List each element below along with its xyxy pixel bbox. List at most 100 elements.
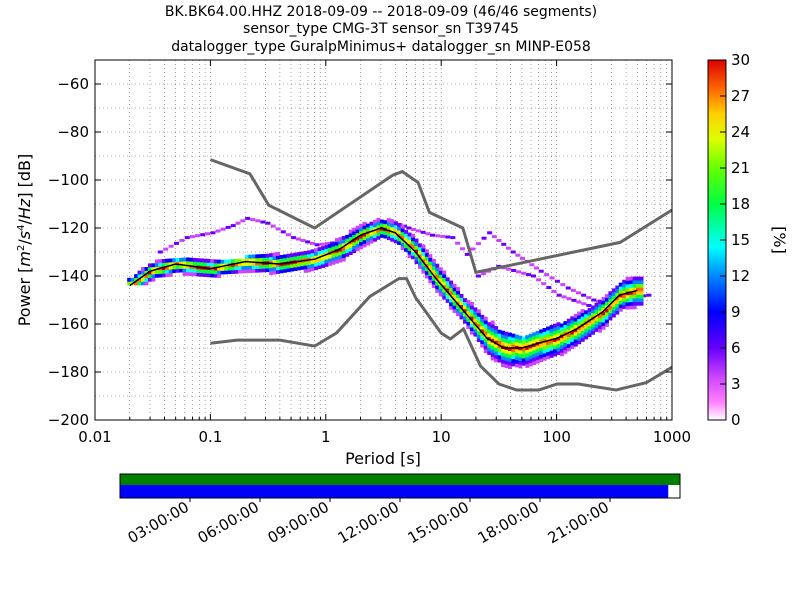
heatmap-bin <box>539 351 544 355</box>
heatmap-bin <box>507 354 512 359</box>
heatmap-bin <box>608 291 613 296</box>
heatmap-bin <box>376 225 381 229</box>
heatmap-bin <box>497 333 502 338</box>
heatmap-bin <box>289 264 294 268</box>
heatmap-bin <box>629 291 634 295</box>
heatmap-bin <box>262 264 267 269</box>
heatmap-bin <box>366 227 371 232</box>
outlier-bin <box>168 244 174 248</box>
heatmap-bin <box>521 336 526 341</box>
heatmap-bin <box>421 262 426 267</box>
heatmap-bin <box>625 280 630 285</box>
heatmap-bin <box>601 318 606 323</box>
heatmap-bin <box>473 329 478 333</box>
heatmap-bin <box>231 259 235 264</box>
heatmap-bin <box>303 268 308 273</box>
outlier-bin <box>641 294 647 298</box>
heatmap-bin <box>137 277 142 282</box>
heatmap-bin <box>494 358 499 363</box>
heatmap-bin <box>552 330 557 335</box>
heatmap-bin <box>518 360 523 365</box>
heatmap-bin <box>608 298 613 303</box>
heatmap-bin <box>473 314 478 319</box>
heatmap-bin <box>507 339 512 344</box>
heatmap-bin <box>431 284 436 289</box>
heatmap-bin <box>417 261 422 266</box>
heatmap-bin <box>428 257 433 262</box>
heatmap-bin <box>317 265 322 270</box>
heatmap-bin <box>237 262 242 267</box>
heatmap-bin <box>629 276 634 281</box>
heatmap-bin <box>456 297 461 302</box>
heatmap-bin <box>546 326 551 331</box>
heatmap-bin <box>352 231 357 236</box>
heatmap-bin <box>622 286 627 291</box>
heatmap-bin <box>217 259 222 264</box>
heatmap-bin <box>618 297 623 301</box>
heatmap-bin <box>317 254 322 259</box>
heatmap-bin <box>542 331 547 336</box>
heatmap-bin <box>494 333 499 338</box>
heatmap-bin <box>199 269 204 274</box>
heatmap-bin <box>189 257 194 262</box>
heatmap-bin <box>501 334 506 339</box>
heatmap-bin <box>213 270 218 275</box>
heatmap-bin <box>255 268 260 273</box>
heatmap-bin <box>314 266 319 271</box>
heatmap-bin <box>338 258 343 263</box>
heatmap-bin <box>397 223 402 227</box>
outlier-bin <box>255 219 261 223</box>
heatmap-bin <box>573 321 578 326</box>
heatmap-bin <box>168 269 173 274</box>
heatmap-bin <box>625 276 630 281</box>
heatmap-bin <box>566 329 571 334</box>
heatmap-bin <box>165 269 170 274</box>
outlier-bin <box>305 240 311 244</box>
heatmap-bin <box>559 327 564 332</box>
heatmap-bin <box>424 260 429 265</box>
heatmap-bin <box>501 341 506 346</box>
heatmap-bin <box>514 334 519 339</box>
heatmap-bin <box>179 264 184 269</box>
outlier-bin <box>575 291 581 295</box>
heatmap-bin <box>459 301 464 306</box>
heatmap-bin <box>379 233 384 238</box>
heatmap-bin <box>549 328 554 333</box>
heatmap-bin <box>414 249 419 254</box>
y-tick-label: −100 <box>48 171 89 189</box>
heatmap-bin <box>438 267 443 272</box>
heatmap-bin <box>549 339 554 344</box>
outlier-bin <box>189 235 195 239</box>
heatmap-bin <box>615 310 620 315</box>
heatmap-bin <box>584 328 589 333</box>
outlier-bin <box>554 279 560 283</box>
heatmap-bin <box>587 322 592 327</box>
heatmap-bin <box>563 342 568 347</box>
heatmap-bin <box>154 270 159 275</box>
heatmap-bin <box>324 248 329 253</box>
heatmap-bin <box>570 345 575 350</box>
heatmap-bin <box>611 302 616 307</box>
heatmap-bin <box>210 259 215 264</box>
heatmap-bin <box>532 350 537 355</box>
heatmap-bin <box>494 329 499 334</box>
heatmap-bin <box>300 251 305 256</box>
heatmap-bin <box>466 300 471 304</box>
heatmap-bin <box>234 266 239 271</box>
heatmap-bin <box>400 231 405 236</box>
heatmap-bin <box>469 319 474 324</box>
heatmap-bin <box>514 359 519 364</box>
heatmap-bin <box>231 266 235 271</box>
heatmap-bin <box>199 262 204 266</box>
heatmap-bin <box>611 291 616 296</box>
heatmap-bin <box>172 258 177 263</box>
outlier-bin <box>646 293 652 297</box>
heatmap-bin <box>147 274 152 279</box>
heatmap-bin <box>144 270 149 275</box>
outlier-bin <box>591 298 597 302</box>
heatmap-bin <box>501 337 506 342</box>
heatmap-bin <box>501 352 506 357</box>
heatmap-bin <box>327 254 332 259</box>
heatmap-bin <box>504 349 509 354</box>
heatmap-bin <box>511 337 516 342</box>
